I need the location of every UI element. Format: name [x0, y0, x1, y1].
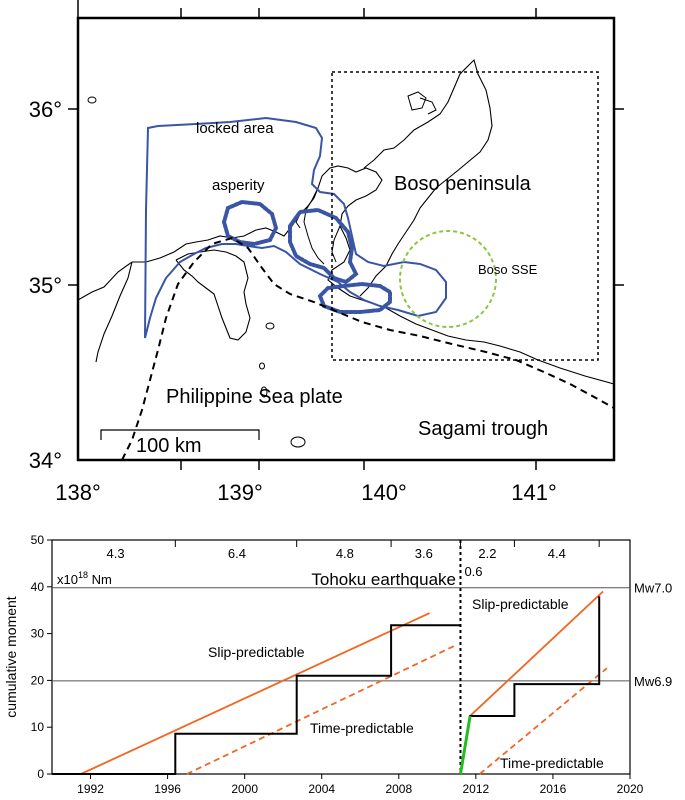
y-tick-label-3: 30 — [31, 627, 45, 641]
interval-value-1: 6.4 — [228, 546, 246, 561]
label-sagami-trough: Sagami trough — [418, 418, 548, 440]
scale-bar — [100, 429, 260, 440]
asperity-central — [288, 207, 359, 285]
label-scale-bar: 100 km — [136, 435, 202, 457]
lon-label-141: 141° — [511, 480, 557, 505]
interval-value-3: 3.6 — [415, 546, 433, 561]
chart-panel: cumulative moment x1018 Nm Tohoku earthq… — [3, 533, 672, 796]
label-locked-area: locked area — [196, 120, 274, 137]
lon-label-140: 140° — [361, 480, 407, 505]
chart-frame — [51, 539, 631, 775]
lat-label-34: 34° — [29, 448, 62, 473]
lat-label-36: 36° — [29, 97, 62, 122]
fit-line-slip-pre — [80, 612, 431, 775]
fit-line-time-pre — [186, 644, 457, 775]
post-tohoku-value: 0.6 — [464, 564, 482, 579]
chart-unit-tail: Nm — [88, 572, 112, 587]
annotation-slip-left: Slip-predictable — [208, 644, 305, 660]
interval-value-0: 4.3 — [107, 546, 125, 561]
x-tick-label-3: 2004 — [308, 782, 335, 796]
y-tick-label-1: 10 — [31, 720, 45, 734]
study-area-box — [331, 71, 599, 361]
step-series-post — [459, 596, 601, 775]
locked-area-outline — [144, 116, 447, 339]
label-boso-sse: Boso SSE — [478, 262, 538, 277]
x-tick-label-1: 1996 — [154, 782, 181, 796]
chart-unit-label: x1018 Nm — [57, 570, 112, 587]
coastline-izu — [95, 249, 251, 363]
label-philippine-sea-plate: Philippine Sea plate — [166, 386, 343, 408]
boso-sse-circle — [399, 230, 497, 328]
chart-ylabel: cumulative moment — [3, 596, 19, 717]
fit-line-time-post — [479, 667, 608, 775]
step-series-pre — [52, 624, 461, 775]
x-tick-label-2: 2000 — [231, 782, 258, 796]
y-tick-label-2: 20 — [31, 673, 45, 687]
fit-line-slip-post — [469, 590, 604, 717]
x-tick-label-7: 2020 — [617, 782, 644, 796]
green-segment — [459, 715, 472, 775]
event-label: Tohoku earthquake — [311, 570, 456, 589]
asperity-west — [221, 199, 279, 247]
ref-label-0: Mw7.0 — [634, 581, 672, 596]
label-asperity: asperity — [212, 177, 265, 194]
annotation-time-left: Time-predictable — [310, 720, 414, 736]
coastline-honshu — [77, 165, 615, 385]
y-tick-label-5: 50 — [31, 533, 45, 547]
label-boso-peninsula: Boso peninsula — [394, 173, 532, 195]
y-tick-label-4: 40 — [31, 580, 45, 594]
interval-value-5: 4.4 — [548, 546, 566, 561]
interval-value-4: 2.2 — [478, 546, 496, 561]
chart-unit-base: x10 — [57, 572, 78, 587]
lon-label-138: 138° — [55, 480, 101, 505]
x-tick-label-5: 2012 — [463, 782, 490, 796]
annotation-time-right: Time-predictable — [500, 755, 604, 771]
x-tick-label-4: 2008 — [385, 782, 412, 796]
asperity-patches — [221, 199, 392, 314]
chart-unit-exp: 18 — [78, 570, 88, 580]
lon-label-139: 139° — [217, 480, 263, 505]
x-tick-label-6: 2016 — [540, 782, 567, 796]
annotation-slip-right: Slip-predictable — [472, 596, 569, 612]
ref-label-1: Mw6.9 — [634, 674, 672, 689]
lat-label-35: 35° — [29, 273, 62, 298]
chart-marks: Mw7.0 Mw6.9 1992 1996 2000 2004 2008 2012 2016 20… — [31, 533, 673, 796]
coastline-boso — [359, 58, 493, 297]
x-tick-label-0: 1992 — [77, 782, 104, 796]
map-ticks — [68, 0, 624, 470]
map-panel: locked area asperity Boso peninsula Boso… — [29, 0, 624, 505]
y-tick-label-0: 0 — [37, 767, 44, 781]
asperity-south — [317, 281, 392, 314]
coastline-tokyo-bay — [303, 187, 341, 265]
interval-value-2: 4.8 — [336, 546, 354, 561]
sagami-trough-line — [121, 236, 615, 461]
